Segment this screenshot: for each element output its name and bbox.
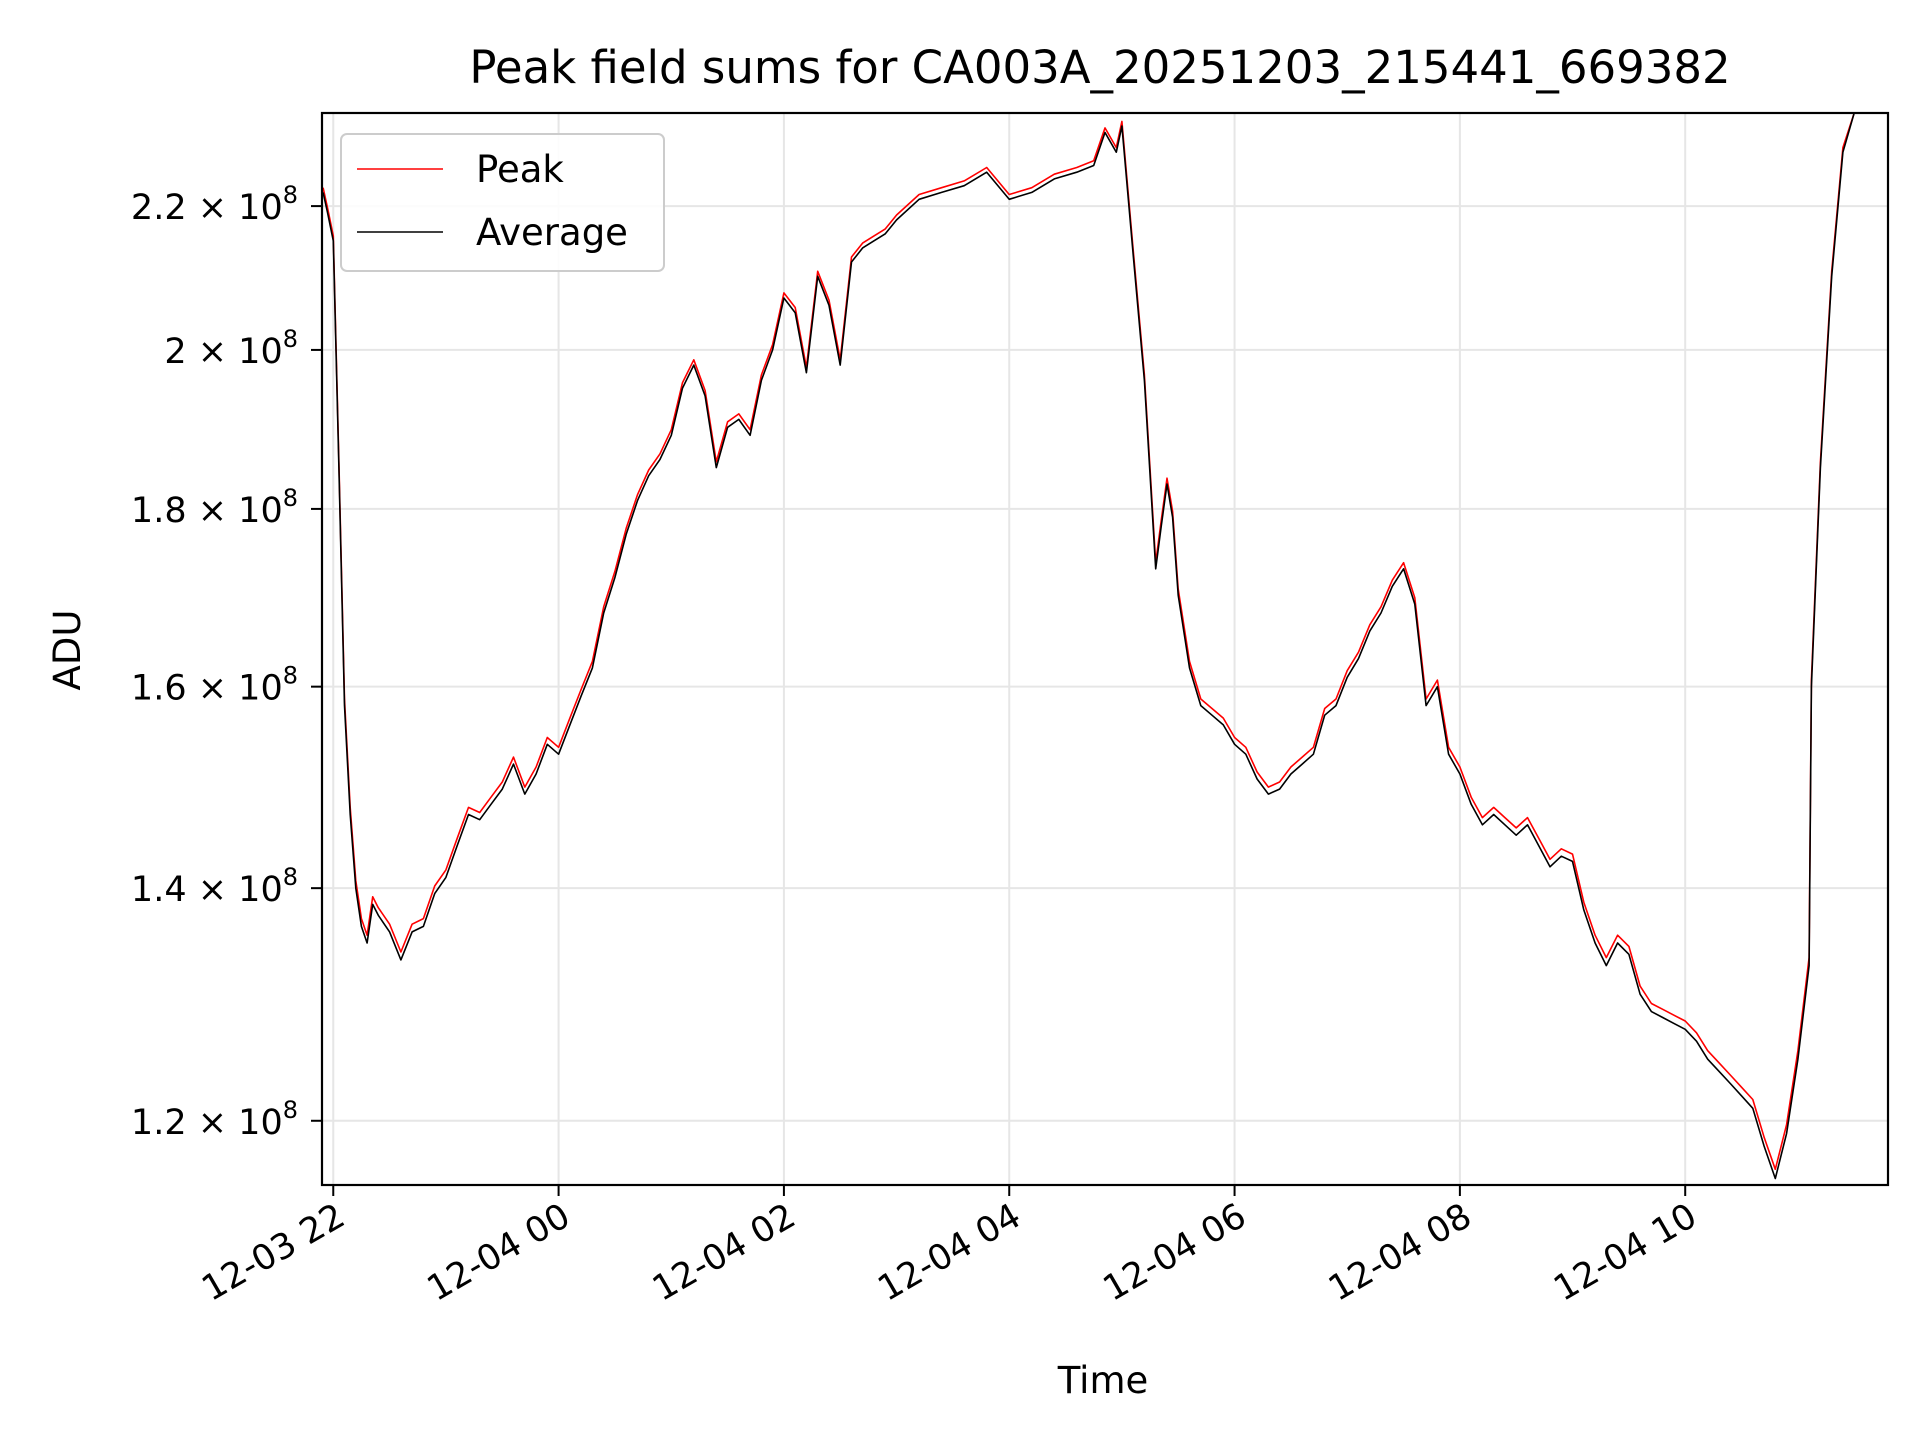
y-tick-exponent: 8 <box>283 863 298 891</box>
y-tick-times: × 10 <box>187 870 283 910</box>
y-tick-mantissa: 1.8 <box>131 491 187 531</box>
y-axis-label: ADU <box>46 610 89 691</box>
series-line-average <box>322 112 1866 1180</box>
y-tick-label: 2.2 × 108 <box>131 181 298 228</box>
y-tick-times: × 10 <box>187 332 283 372</box>
y-tick-exponent: 8 <box>283 484 298 512</box>
legend-label-average: Average <box>476 211 628 254</box>
legend-label-peak: Peak <box>476 148 564 191</box>
y-tick-exponent: 8 <box>283 181 298 209</box>
y-tick-exponent: 8 <box>283 662 298 690</box>
y-tick-label: 1.2 × 108 <box>131 1096 298 1143</box>
y-tick-label: 1.6 × 108 <box>131 662 298 709</box>
y-tick-times: × 10 <box>187 1103 283 1143</box>
y-tick-times: × 10 <box>187 188 283 228</box>
y-tick-mantissa: 1.4 <box>131 870 187 910</box>
grid <box>322 113 1888 1185</box>
y-tick-mantissa: 1.2 <box>131 1103 187 1143</box>
y-tick-exponent: 8 <box>283 325 298 353</box>
x-axis-label: Time <box>1057 1359 1149 1402</box>
legend: Peak Average <box>340 133 665 272</box>
y-tick-label: 2 × 108 <box>164 325 298 372</box>
y-tick-mantissa: 1.6 <box>131 669 187 709</box>
y-tick-times: × 10 <box>187 669 283 709</box>
y-tick-label: 1.4 × 108 <box>131 863 298 910</box>
y-tick-mantissa: 2 <box>164 332 186 372</box>
plot-frame <box>320 111 1890 1187</box>
plot-lines <box>322 112 1866 1180</box>
y-tick-exponent: 8 <box>283 1096 298 1124</box>
y-tick-times: × 10 <box>187 491 283 531</box>
chart-title: Peak field sums for CA003A_20251203_2154… <box>469 41 1730 94</box>
y-tick-label: 1.8 × 108 <box>131 484 298 531</box>
y-tick-mantissa: 2.2 <box>131 188 187 228</box>
